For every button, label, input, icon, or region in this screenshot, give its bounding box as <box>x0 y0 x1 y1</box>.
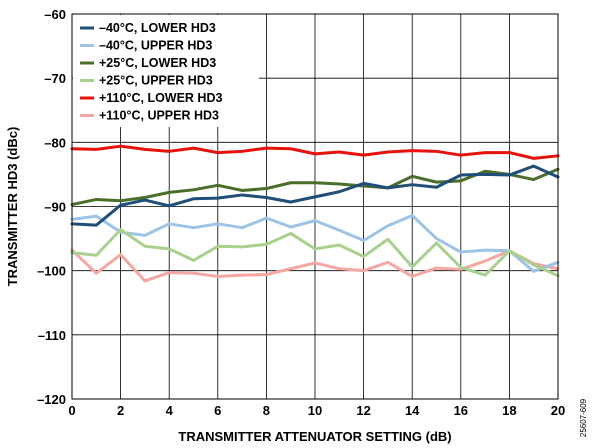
legend-label: –40°C, LOWER HD3 <box>99 21 216 35</box>
y-tick-label: –60 <box>44 7 66 22</box>
x-tick-label: 12 <box>356 403 370 418</box>
series-line-3 <box>70 228 560 278</box>
x-tick-label: 0 <box>68 403 75 418</box>
x-tick-label: 2 <box>117 403 124 418</box>
legend-background <box>73 15 259 127</box>
y-tick-label: –110 <box>38 328 66 343</box>
x-tick-label: 14 <box>405 403 420 418</box>
x-tick-label: 16 <box>454 403 468 418</box>
x-tick-label: 4 <box>166 403 174 418</box>
plot-frame <box>71 13 559 400</box>
legend-label: –40°C, UPPER HD3 <box>99 39 212 53</box>
legend-label: +110°C, LOWER HD3 <box>99 91 222 105</box>
x-tick-label: 18 <box>502 403 516 418</box>
series-line-5 <box>70 248 560 283</box>
y-tick-label: –70 <box>44 71 66 86</box>
legend: –40°C, LOWER HD3 –40°C, UPPER HD3 +25°C, L… <box>73 15 259 127</box>
y-tick-label: –90 <box>44 200 66 215</box>
y-tick-label: –100 <box>37 264 66 279</box>
legend-label: +25°C, LOWER HD3 <box>99 56 216 70</box>
series-line-4 <box>70 144 560 160</box>
x-tick-labels: 0 2 4 6 8 10 12 14 16 18 20 <box>68 403 565 418</box>
x-tick-label: 20 <box>551 403 565 418</box>
legend-label: +110°C, UPPER HD3 <box>99 109 219 123</box>
x-tick-label: 6 <box>214 403 221 418</box>
y-tick-label: –80 <box>44 135 66 150</box>
legend-label: +25°C, UPPER HD3 <box>99 74 213 88</box>
y-axis-title: TRANSMITTER HD3 (dBc) <box>5 127 20 287</box>
y-tick-labels: –60 –70 –80 –90 –100 –110 –120 <box>37 7 66 407</box>
x-tick-label: 10 <box>308 403 322 418</box>
figure-id: 25607-609 <box>579 398 588 437</box>
x-tick-label: 8 <box>263 403 270 418</box>
y-tick-label: –120 <box>37 392 66 407</box>
series-layer <box>70 144 560 283</box>
series-line-1 <box>70 213 560 273</box>
x-axis-title: TRANSMITTER ATTENUATOR SETTING (dB) <box>178 429 451 444</box>
series-line-0 <box>70 164 560 227</box>
